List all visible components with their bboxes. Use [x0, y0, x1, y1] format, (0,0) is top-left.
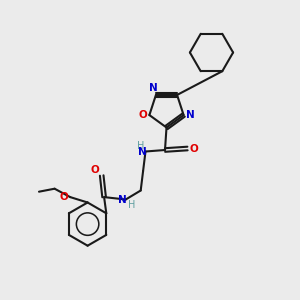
Text: O: O [60, 192, 69, 202]
Text: N: N [186, 110, 195, 120]
Text: O: O [91, 165, 100, 175]
Text: O: O [138, 110, 147, 120]
Text: H: H [137, 141, 144, 152]
Text: N: N [137, 147, 146, 157]
Text: N: N [118, 195, 127, 205]
Text: H: H [128, 200, 135, 211]
Text: O: O [189, 143, 198, 154]
Text: N: N [149, 83, 158, 93]
